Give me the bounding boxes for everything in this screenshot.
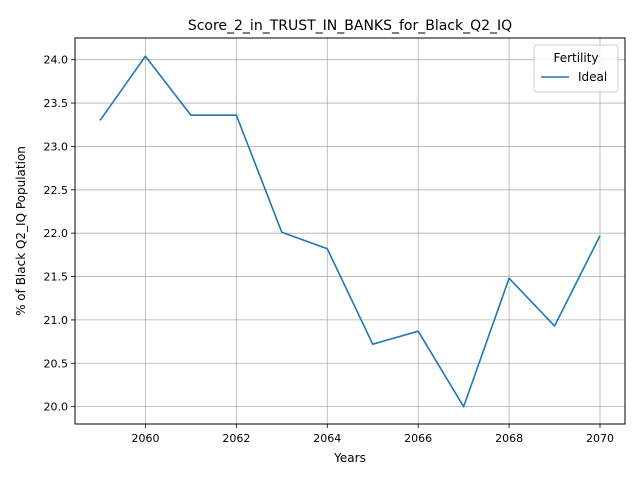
data-point <box>599 234 602 237</box>
data-point <box>553 324 556 327</box>
y-tick-label: 21.5 <box>44 271 69 284</box>
data-point <box>189 114 192 117</box>
grid <box>75 38 625 424</box>
y-tick-label: 22.5 <box>44 184 69 197</box>
series-line-ideal <box>99 55 601 408</box>
x-axis-label: Years <box>333 451 366 465</box>
data-point <box>326 247 329 250</box>
x-tick-label: 2064 <box>313 432 341 445</box>
x-tick-label: 2062 <box>222 432 250 445</box>
chart-title: Score_2_in_TRUST_IN_BANKS_for_Black_Q2_I… <box>188 18 512 34</box>
y-axis-ticks: 20.0 20.5 21.0 21.5 22.0 22.5 23.0 23.5 24.0 <box>44 54 75 414</box>
plot-area-frame <box>74 37 626 425</box>
data-point <box>462 405 465 408</box>
data-point <box>508 277 511 280</box>
y-tick-label: 23.5 <box>44 97 69 110</box>
x-tick-label: 2066 <box>404 432 432 445</box>
x-axis-ticks: 2060 2062 2064 2066 2068 2070 <box>131 424 614 445</box>
legend-label-ideal: Ideal <box>578 70 607 84</box>
y-tick-label: 23.0 <box>44 140 69 153</box>
data-point <box>99 119 102 122</box>
y-tick-label: 21.0 <box>44 314 69 327</box>
x-tick-label: 2068 <box>495 432 523 445</box>
y-tick-label: 24.0 <box>44 54 69 67</box>
legend: Fertility Ideal <box>533 44 619 93</box>
data-point <box>417 330 420 333</box>
data-point <box>235 114 238 117</box>
legend-box <box>533 44 619 93</box>
data-point <box>144 55 147 58</box>
data-point <box>371 343 374 346</box>
y-tick-label: 20.5 <box>44 357 69 370</box>
series-layer <box>99 55 602 408</box>
x-tick-label: 2060 <box>131 432 159 445</box>
y-tick-label: 22.0 <box>44 227 69 240</box>
data-point <box>280 231 283 234</box>
legend-title: Fertility <box>553 51 598 65</box>
y-tick-label: 20.0 <box>44 401 69 414</box>
x-tick-label: 2070 <box>586 432 614 445</box>
y-axis-label: % of Black Q2_IQ Population <box>14 146 28 316</box>
